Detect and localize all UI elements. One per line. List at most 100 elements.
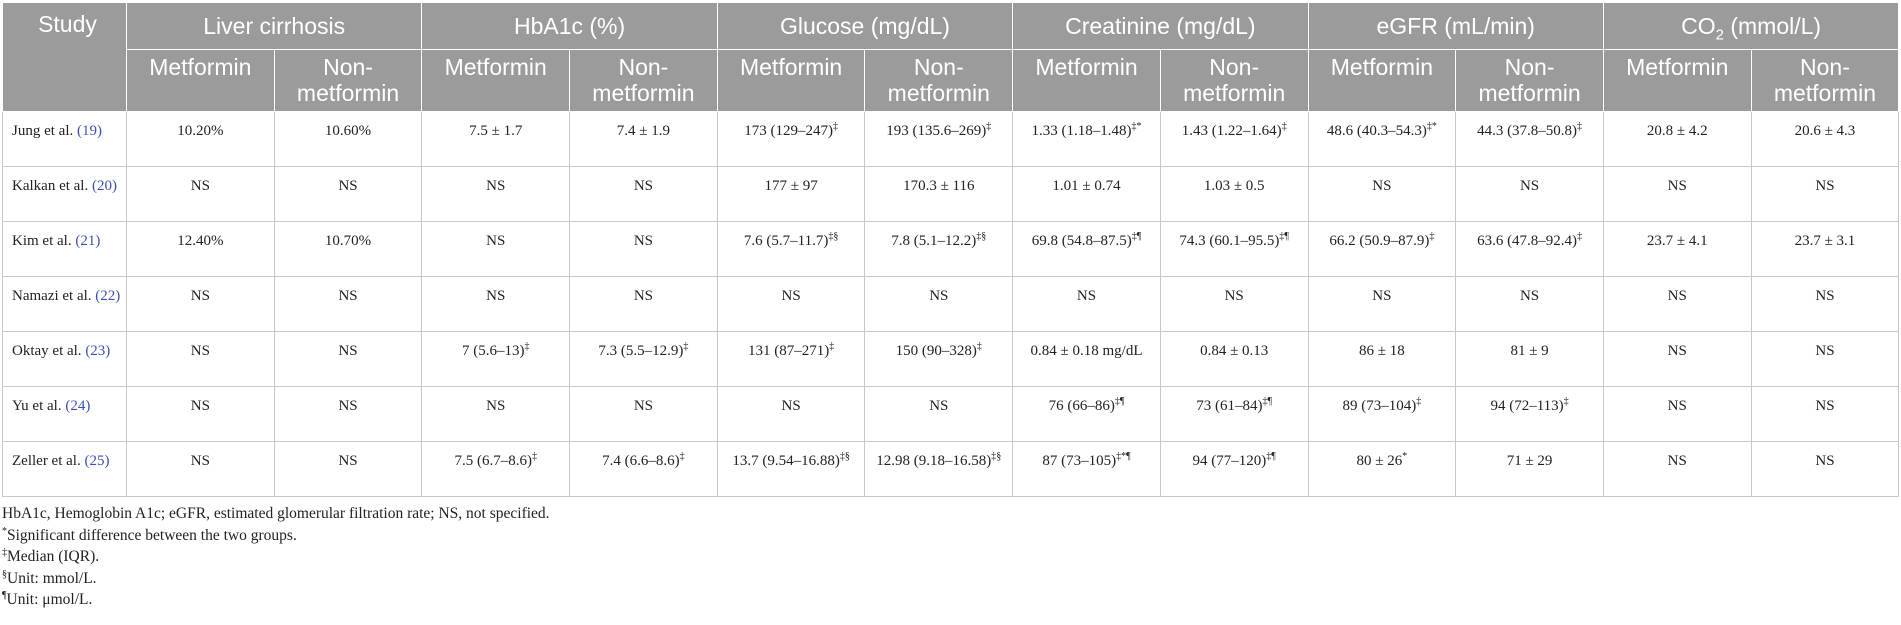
footnote-mark: *	[2, 525, 7, 537]
cell-value: 13.7 (9.54–16.88)	[732, 453, 840, 469]
table-cell: NS	[1602, 441, 1752, 497]
cell-value: NS	[486, 233, 506, 249]
cell-footnote-mark: ‡	[1563, 396, 1569, 407]
table-cell: 74.3 (60.1–95.5)‡¶	[1159, 221, 1309, 277]
cell-value: NS	[190, 288, 210, 304]
cell-value: NS	[1667, 398, 1687, 414]
table-cell: NS	[126, 386, 275, 442]
cell-value: NS	[1815, 343, 1835, 359]
cell-value: 71 ± 29	[1506, 453, 1553, 469]
table-cell: 94 (77–120)‡¶	[1159, 441, 1309, 497]
table-cell: 87 (73–105)‡*¶	[1012, 441, 1161, 497]
table-cell: 10.60%	[273, 111, 423, 167]
footnote-text: Unit: μmol/L.	[6, 591, 93, 608]
footnote-text: HbA1c, Hemoglobin A1c; eGFR, estimated g…	[2, 505, 550, 522]
cell-value: 0.84 ± 0.13	[1200, 343, 1269, 359]
reference-link[interactable]: (24)	[65, 398, 91, 414]
table-cell: 12.98 (9.18–16.58)‡§	[864, 441, 1014, 497]
table-cell: 1.33 (1.18–1.48)‡*	[1012, 111, 1161, 167]
reference-link[interactable]: (19)	[77, 123, 102, 139]
cell-footnote-mark: ‡	[986, 121, 992, 132]
reference-link[interactable]: (23)	[85, 343, 111, 359]
subheader: Non-metformin	[1750, 49, 1900, 112]
cell-footnote-mark: ‡§	[976, 231, 987, 242]
cell-value: 177 ± 97	[764, 178, 818, 194]
table-cell: NS	[1750, 276, 1900, 332]
footnote: ‡Median (IQR).	[2, 546, 1898, 568]
cell-value: 10.20%	[177, 123, 224, 139]
footnote-text: Unit: mmol/L.	[7, 569, 97, 587]
table-cell: 1.01 ± 0.74	[1012, 166, 1161, 222]
cell-value: 1.03 ± 0.5	[1203, 178, 1265, 194]
table-cell: NS	[569, 166, 718, 222]
reference-link[interactable]: (20)	[91, 178, 117, 194]
cell-value: 1.43 (1.22–1.64)	[1181, 123, 1282, 139]
cell-value: 94 (72–113)	[1490, 398, 1564, 414]
cell-value: NS	[190, 453, 210, 469]
subheader: Metformin	[1602, 49, 1752, 112]
footnote-text: Median (IQR).	[7, 548, 100, 565]
header-group-label: HbA1c (%)	[513, 13, 626, 39]
cell-value: 7.8 (5.1–12.2)	[891, 233, 977, 249]
footnote: HbA1c, Hemoglobin A1c; eGFR, estimated g…	[2, 503, 1898, 525]
cell-value: 44.3 (37.8–50.8)	[1477, 123, 1578, 139]
cell-value: NS	[1815, 178, 1835, 194]
header-group-label: Creatinine (mg/dL)	[1065, 13, 1256, 39]
subheader: Metformin	[126, 49, 275, 112]
table-cell: NS	[1159, 276, 1309, 332]
cell-value: NS	[633, 288, 653, 304]
table-cell: 7.4 (6.6–8.6)‡	[569, 441, 718, 497]
cell-value: NS	[1815, 288, 1835, 304]
cell-value: NS	[190, 343, 210, 359]
study-cell: Yu et al. (24)	[2, 386, 127, 442]
table-cell: 44.3 (37.8–50.8)‡	[1455, 111, 1604, 167]
cell-value: NS	[1667, 178, 1687, 194]
study-cell: Kalkan et al. (20)	[2, 166, 127, 222]
cell-value: 80 ± 26	[1356, 453, 1403, 469]
table-cell: 7.6 (5.7–11.7)‡§	[716, 221, 866, 277]
table-cell: 20.8 ± 4.2	[1602, 111, 1752, 167]
cell-value: 48.6 (40.3–54.3)	[1326, 123, 1427, 139]
footnote: *Significant difference between the two …	[2, 525, 1898, 547]
study-cell: Jung et al. (19)	[2, 111, 127, 167]
cell-value: 12.98 (9.18–16.58)	[876, 453, 992, 469]
header-group-label: Liver cirrhosis	[203, 13, 346, 39]
cell-value: 23.7 ± 4.1	[1646, 233, 1708, 249]
table-cell: NS	[273, 386, 423, 442]
table-cell: 10.70%	[273, 221, 423, 277]
header-group-label: CO	[1681, 13, 1716, 39]
reference-link[interactable]: (25)	[84, 453, 110, 469]
table-cell: NS	[569, 386, 718, 442]
cell-value: NS	[929, 398, 949, 414]
cell-value: 7.5 (6.7–8.6)	[454, 453, 532, 469]
table-cell: NS	[569, 221, 718, 277]
table-cell: 86 ± 18	[1307, 331, 1457, 387]
table-cell: 7.5 ± 1.7	[421, 111, 571, 167]
table-cell: NS	[126, 166, 275, 222]
table-cell: NS	[126, 276, 275, 332]
table-row: Kim et al. (21) 12.40% 10.70% NS NS 7.6 (5.7–…	[2, 221, 1900, 277]
cell-value: 131 (87–271)	[747, 343, 830, 359]
cell-value: NS	[1815, 453, 1835, 469]
cell-value: NS	[1815, 398, 1835, 414]
table-cell: 71 ± 29	[1455, 441, 1604, 497]
reference-link[interactable]: (22)	[95, 288, 121, 304]
cell-value: 1.01 ± 0.74	[1052, 178, 1121, 194]
subheader: Non-metformin	[273, 49, 423, 112]
cell-value: NS	[1372, 288, 1392, 304]
table-cell: NS	[273, 441, 423, 497]
table-cell: 48.6 (40.3–54.3)‡*	[1307, 111, 1457, 167]
cell-value: NS	[929, 288, 949, 304]
reference-link[interactable]: (21)	[75, 233, 101, 249]
header-group: Creatinine (mg/dL)	[1012, 2, 1309, 50]
table-cell: NS	[1602, 276, 1752, 332]
cell-footnote-mark: ‡	[531, 451, 537, 462]
cell-value: 69.8 (54.8–87.5)	[1031, 233, 1132, 249]
cell-footnote-mark: ‡*	[1131, 121, 1142, 132]
table-body: Jung et al. (19) 10.20% 10.60% 7.5 ± 1.7 7.4…	[2, 111, 1900, 497]
table-cell: NS	[273, 331, 423, 387]
table-cell: 7.4 ± 1.9	[569, 111, 718, 167]
table-cell: 10.20%	[126, 111, 275, 167]
cell-value: 170.3 ± 116	[903, 178, 975, 194]
study-name: Kim et al.	[12, 233, 72, 249]
